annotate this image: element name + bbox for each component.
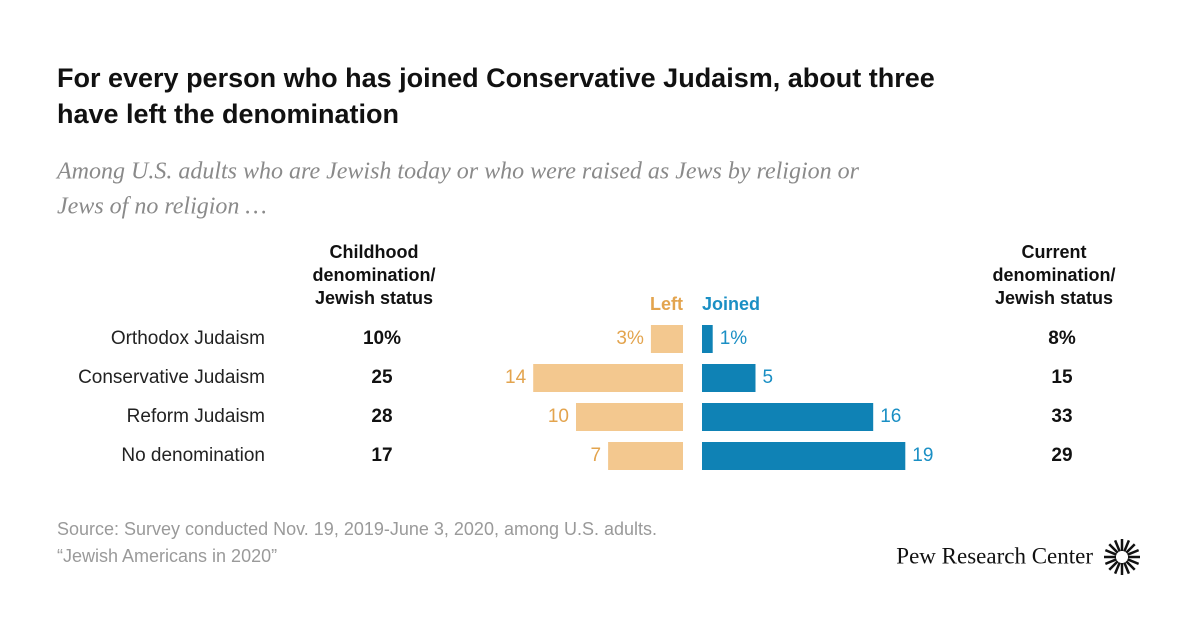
table-value: 10% — [363, 328, 401, 349]
table-value: 17 — [371, 445, 392, 466]
value-label: 5 — [763, 367, 774, 388]
logo-ray — [1123, 539, 1131, 552]
source: Source: Survey conducted Nov. 19, 2019-J… — [57, 519, 657, 539]
category-label: Reform Judaism — [127, 406, 265, 427]
logo-ray — [1127, 558, 1140, 566]
table-value: 33 — [1051, 406, 1072, 427]
logo-icon — [1104, 539, 1140, 575]
value-label: 14 — [505, 367, 527, 388]
table-value: 28 — [371, 406, 392, 427]
column-header: Childhood — [330, 242, 419, 262]
bar — [608, 442, 683, 470]
bar — [702, 325, 713, 353]
legend-label: Joined — [702, 294, 760, 314]
chart-title: have left the denomination — [57, 99, 399, 129]
bar — [702, 403, 874, 431]
column-header: denomination/ — [313, 265, 436, 285]
logo-ray — [1125, 543, 1136, 554]
column-header: Current — [1021, 242, 1086, 262]
category-label: Orthodox Judaism — [111, 328, 265, 349]
logo-ray — [1127, 548, 1140, 556]
column-header: Jewish status — [995, 288, 1113, 308]
value-label: 10 — [548, 406, 569, 427]
column-header: denomination/ — [993, 265, 1116, 285]
column-header: Jewish status — [315, 288, 433, 308]
table-value: 8% — [1048, 328, 1076, 349]
category-label: Conservative Judaism — [78, 367, 265, 388]
chart-title: For every person who has joined Conserva… — [57, 63, 935, 93]
logo-ray — [1108, 560, 1119, 571]
table-value: 15 — [1051, 367, 1073, 388]
legend-label: Left — [650, 294, 683, 314]
logo-ray — [1125, 560, 1136, 571]
source: “Jewish Americans in 2020” — [57, 546, 277, 566]
value-label: 3% — [616, 328, 644, 349]
table-value: 25 — [371, 367, 393, 388]
logo-ray — [1104, 548, 1117, 556]
subtitle: Among U.S. adults who are Jewish today o… — [55, 159, 860, 185]
value-label: 1% — [720, 328, 748, 349]
logo-text: Pew Research Center — [896, 543, 1093, 568]
bar — [576, 403, 683, 431]
logo-ray — [1113, 539, 1121, 552]
subtitle: Jews of no religion … — [57, 194, 267, 220]
value-label: 16 — [880, 406, 901, 427]
bar — [702, 442, 906, 470]
logo-ray — [1113, 562, 1121, 575]
logo-ray — [1104, 558, 1117, 566]
logo-ray — [1123, 562, 1131, 575]
bar — [533, 364, 683, 392]
bar — [702, 364, 756, 392]
category-label: No denomination — [121, 445, 265, 466]
value-label: 19 — [912, 445, 933, 466]
bar — [650, 325, 683, 353]
value-label: 7 — [591, 445, 602, 466]
table-value: 29 — [1051, 445, 1072, 466]
logo-ray — [1108, 543, 1119, 554]
